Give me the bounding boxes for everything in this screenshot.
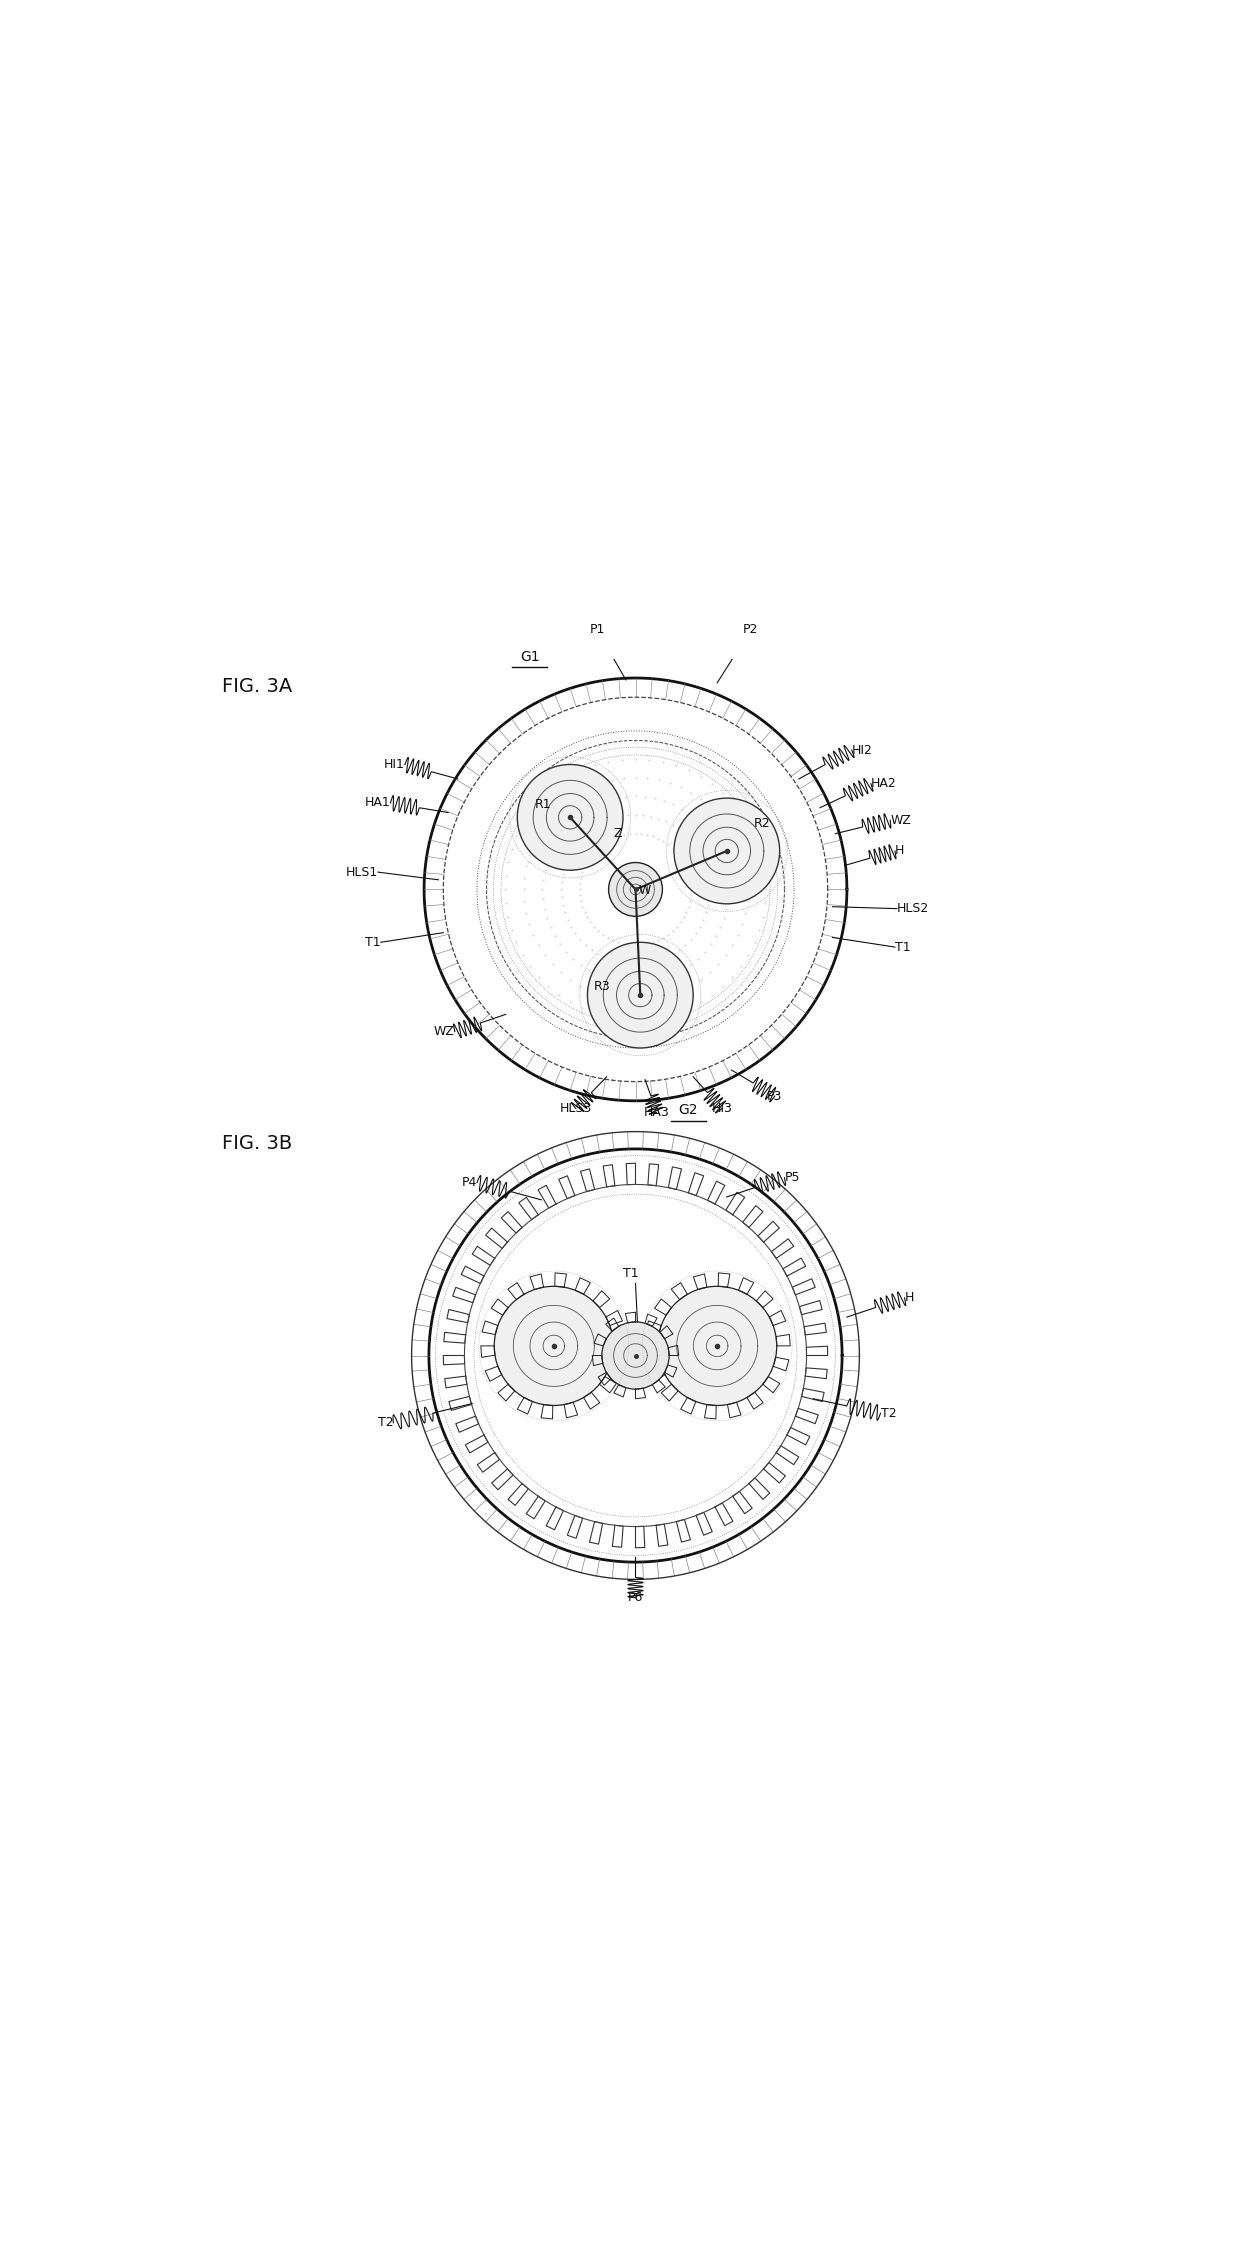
Text: FIG. 3B: FIG. 3B	[222, 1135, 293, 1153]
Text: HI1: HI1	[384, 758, 404, 772]
Circle shape	[675, 799, 780, 905]
Text: WZ: WZ	[890, 814, 911, 826]
Text: T1: T1	[895, 941, 910, 954]
Circle shape	[588, 943, 693, 1049]
Text: P3: P3	[768, 1090, 782, 1103]
Text: G1: G1	[520, 650, 539, 663]
Text: P1: P1	[589, 623, 605, 636]
Text: T1: T1	[366, 936, 381, 950]
Text: T2: T2	[378, 1417, 393, 1430]
Text: HA3: HA3	[644, 1105, 670, 1119]
Text: HLS2: HLS2	[897, 902, 929, 916]
Circle shape	[517, 765, 622, 871]
Text: Z: Z	[614, 826, 622, 839]
Text: P6: P6	[627, 1590, 644, 1604]
Text: WZ: WZ	[434, 1024, 455, 1038]
Text: G2: G2	[678, 1103, 698, 1117]
Text: H: H	[895, 844, 904, 857]
Circle shape	[601, 1322, 670, 1390]
Text: R3: R3	[594, 981, 611, 993]
Text: T1: T1	[622, 1266, 639, 1279]
Text: HLS3: HLS3	[559, 1101, 591, 1114]
Text: FIG. 3A: FIG. 3A	[222, 677, 293, 697]
Text: R1: R1	[534, 799, 552, 810]
Text: W: W	[639, 884, 651, 898]
Circle shape	[495, 1286, 614, 1405]
Circle shape	[657, 1286, 776, 1405]
Text: HI3: HI3	[712, 1101, 733, 1114]
Text: P5: P5	[785, 1171, 800, 1184]
Text: HA1: HA1	[365, 796, 391, 810]
Text: HA2: HA2	[870, 778, 897, 790]
Text: HLS1: HLS1	[346, 866, 378, 878]
Text: H: H	[905, 1290, 914, 1304]
Text: R2: R2	[754, 817, 770, 830]
Circle shape	[609, 862, 662, 916]
Text: P2: P2	[743, 623, 759, 636]
Text: T2: T2	[880, 1408, 897, 1419]
Text: P4: P4	[461, 1175, 477, 1189]
Text: HI2: HI2	[852, 744, 873, 756]
